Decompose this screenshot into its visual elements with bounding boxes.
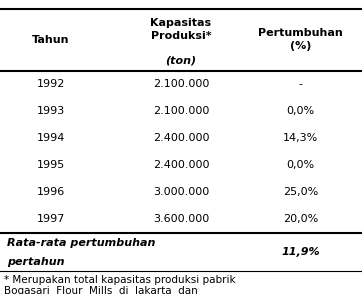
Text: 0,0%: 0,0%: [286, 106, 315, 116]
Text: -: -: [298, 79, 303, 89]
Text: 2.100.000: 2.100.000: [153, 79, 209, 89]
Text: 14,3%: 14,3%: [283, 133, 318, 143]
Text: Rata-rata pertumbuhan: Rata-rata pertumbuhan: [7, 238, 156, 248]
Text: Pertumbuhan
(%): Pertumbuhan (%): [258, 29, 343, 51]
Text: 1994: 1994: [37, 133, 65, 143]
Text: 11,9%: 11,9%: [281, 247, 320, 257]
Text: 1997: 1997: [37, 214, 65, 224]
Text: pertahun: pertahun: [7, 257, 65, 267]
Text: Tahun: Tahun: [32, 35, 70, 45]
Text: 20,0%: 20,0%: [283, 214, 318, 224]
Text: 1992: 1992: [37, 79, 65, 89]
Text: Kapasitas
Produksi*: Kapasitas Produksi*: [151, 18, 211, 41]
Text: 2.400.000: 2.400.000: [153, 133, 209, 143]
Text: 2.400.000: 2.400.000: [153, 160, 209, 170]
Text: * Merupakan total kapasitas produksi pabrik: * Merupakan total kapasitas produksi pab…: [4, 275, 235, 285]
Text: 25,0%: 25,0%: [283, 187, 318, 197]
Text: 3.600.000: 3.600.000: [153, 214, 209, 224]
Text: 1993: 1993: [37, 106, 65, 116]
Text: 1995: 1995: [37, 160, 65, 170]
Text: 3.000.000: 3.000.000: [153, 187, 209, 197]
Text: 1996: 1996: [37, 187, 65, 197]
Text: (ton): (ton): [165, 55, 197, 65]
Text: 2.100.000: 2.100.000: [153, 106, 209, 116]
Text: Bogasari  Flour  Mills  di  Jakarta  dan: Bogasari Flour Mills di Jakarta dan: [4, 286, 197, 294]
Text: 0,0%: 0,0%: [286, 160, 315, 170]
